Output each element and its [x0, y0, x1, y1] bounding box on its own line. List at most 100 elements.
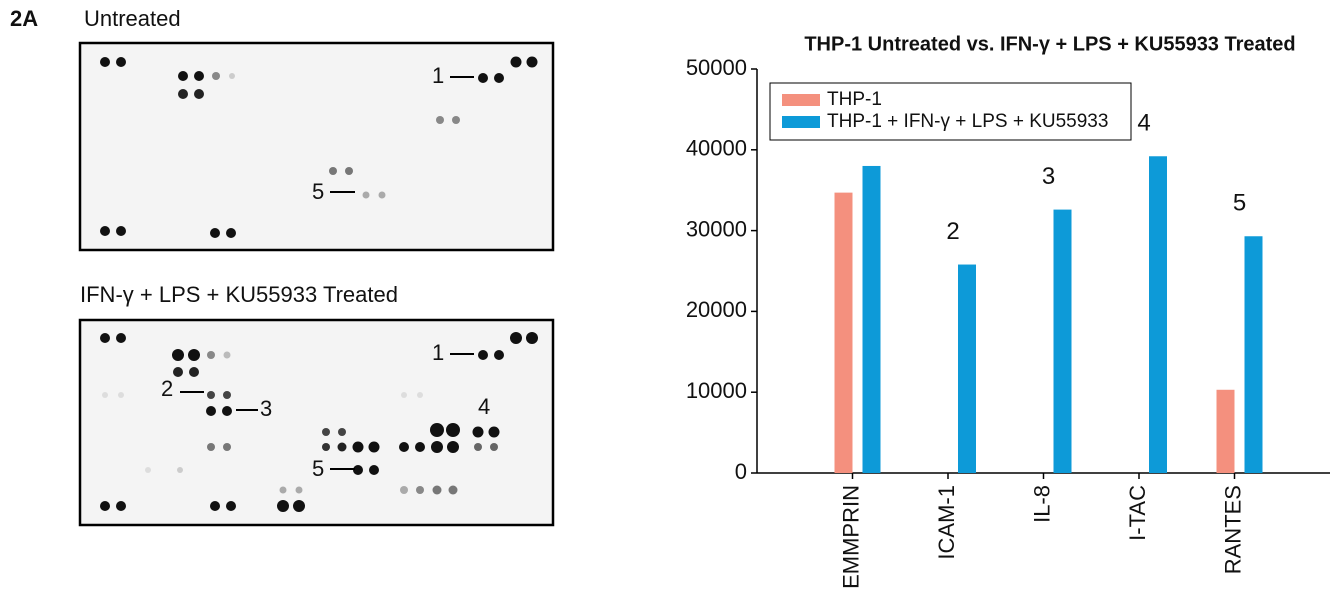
blot-spot: [226, 501, 236, 511]
blot-spot: [100, 501, 110, 511]
blot-spot: [229, 73, 235, 79]
legend-swatch: [782, 116, 820, 128]
y-tick-label: 50000: [686, 55, 747, 80]
x-tick-label: EMMPRIN: [838, 485, 863, 589]
legend-label: THP-1: [827, 89, 882, 110]
blot-spot: [102, 392, 108, 398]
blot-spot: [178, 89, 188, 99]
blot-spot: [223, 443, 231, 451]
blot-spot: [223, 391, 231, 399]
blot-spot: [100, 57, 110, 67]
figure-label: 2A: [10, 6, 38, 31]
x-tick-label: ICAM-1: [934, 485, 959, 560]
bar-annotation: 4: [1137, 110, 1150, 137]
blot: [78, 318, 555, 527]
blot-spot: [277, 500, 289, 512]
chart: 01000020000300004000050000EMMPRIN1ICAM-1…: [686, 55, 1330, 589]
blot-spot: [400, 486, 408, 494]
blot-spot: [478, 73, 488, 83]
blot-spot: [210, 228, 220, 238]
blot-spot: [116, 501, 126, 511]
bar: [862, 165, 881, 473]
y-tick-label: 20000: [686, 297, 747, 322]
blot-spot: [207, 443, 215, 451]
blot-spot: [118, 392, 124, 398]
blot-pointers: [180, 76, 474, 470]
y-tick-label: 40000: [686, 136, 747, 161]
blot-spot: [488, 426, 500, 438]
blot-spot: [116, 226, 126, 236]
blot-spot: [526, 56, 538, 68]
blot-spot: [210, 501, 220, 511]
blot-spot: [100, 333, 110, 343]
blot-spot: [338, 428, 346, 436]
blot-spot: [295, 486, 303, 494]
legend-swatch: [782, 94, 820, 106]
blot-spot: [172, 349, 184, 361]
blot-label: 4: [478, 394, 490, 419]
blot-spot: [194, 71, 204, 81]
blot-spot: [368, 441, 380, 453]
blot-title: IFN-γ + LPS + KU55933 Treated: [80, 282, 398, 307]
blot-spot: [226, 228, 236, 238]
blot-spot: [417, 392, 423, 398]
blot-spot: [472, 426, 484, 438]
blot-label: 5: [312, 179, 324, 204]
y-tick-label: 30000: [686, 216, 747, 241]
blot-spot: [490, 443, 498, 451]
blot-spot: [207, 391, 215, 399]
blot-spot: [145, 467, 151, 473]
blot-spot: [173, 367, 183, 377]
y-tick-label: 0: [735, 459, 747, 484]
blot-spot: [448, 485, 458, 495]
blot-spot: [189, 367, 199, 377]
bar: [1216, 389, 1235, 473]
x-tick-label: I-TAC: [1125, 485, 1150, 541]
blot-spot: [399, 442, 409, 452]
blot-label: 1: [432, 63, 444, 88]
blot-spot: [116, 57, 126, 67]
x-tick-label: RANTES: [1220, 485, 1245, 574]
blot-spot: [352, 441, 364, 453]
blot-label: 3: [260, 396, 272, 421]
blot-spot: [432, 485, 442, 495]
y-tick-label: 10000: [686, 378, 747, 403]
blot-frame: [78, 318, 555, 527]
x-tick-label: IL-8: [1029, 485, 1054, 523]
blot-spot: [474, 443, 482, 451]
blot-spot: [510, 332, 522, 344]
bar-annotation: 2: [946, 218, 959, 245]
blot-spot: [222, 406, 232, 416]
blot-spot: [431, 441, 443, 453]
blot-spot: [401, 392, 407, 398]
blot-spot: [322, 443, 330, 451]
blot-spot: [293, 500, 305, 512]
bar: [834, 192, 853, 473]
blot-spot: [446, 423, 460, 437]
blot-spot: [526, 332, 538, 344]
blot-spot: [207, 351, 215, 359]
blot-label: 5: [312, 456, 324, 481]
blot-spot: [452, 116, 460, 124]
blot-spot: [322, 428, 330, 436]
blot-spot: [178, 71, 188, 81]
bar: [1149, 156, 1167, 473]
blot-spot: [100, 226, 110, 236]
blot-label: 2: [161, 376, 173, 401]
bar-annotation: 5: [1233, 190, 1246, 217]
chart-title: THP-1 Untreated vs. IFN-γ + LPS + KU5593…: [804, 33, 1295, 55]
bar: [1053, 209, 1072, 474]
blot-label: 1: [432, 340, 444, 365]
blot-spot: [329, 167, 337, 175]
blot-spot: [494, 73, 504, 83]
blot-spot: [212, 72, 220, 80]
bar-annotation: 3: [1042, 163, 1055, 190]
legend-label: THP-1 + IFN-γ + LPS + KU55933: [827, 111, 1108, 132]
blot-spot: [353, 465, 363, 475]
blot-spot: [362, 191, 370, 199]
blot-spot: [279, 486, 287, 494]
blot-spot: [206, 406, 216, 416]
blot-spot: [177, 467, 183, 473]
blot-frame: [78, 41, 555, 252]
blot-spot: [510, 56, 522, 68]
